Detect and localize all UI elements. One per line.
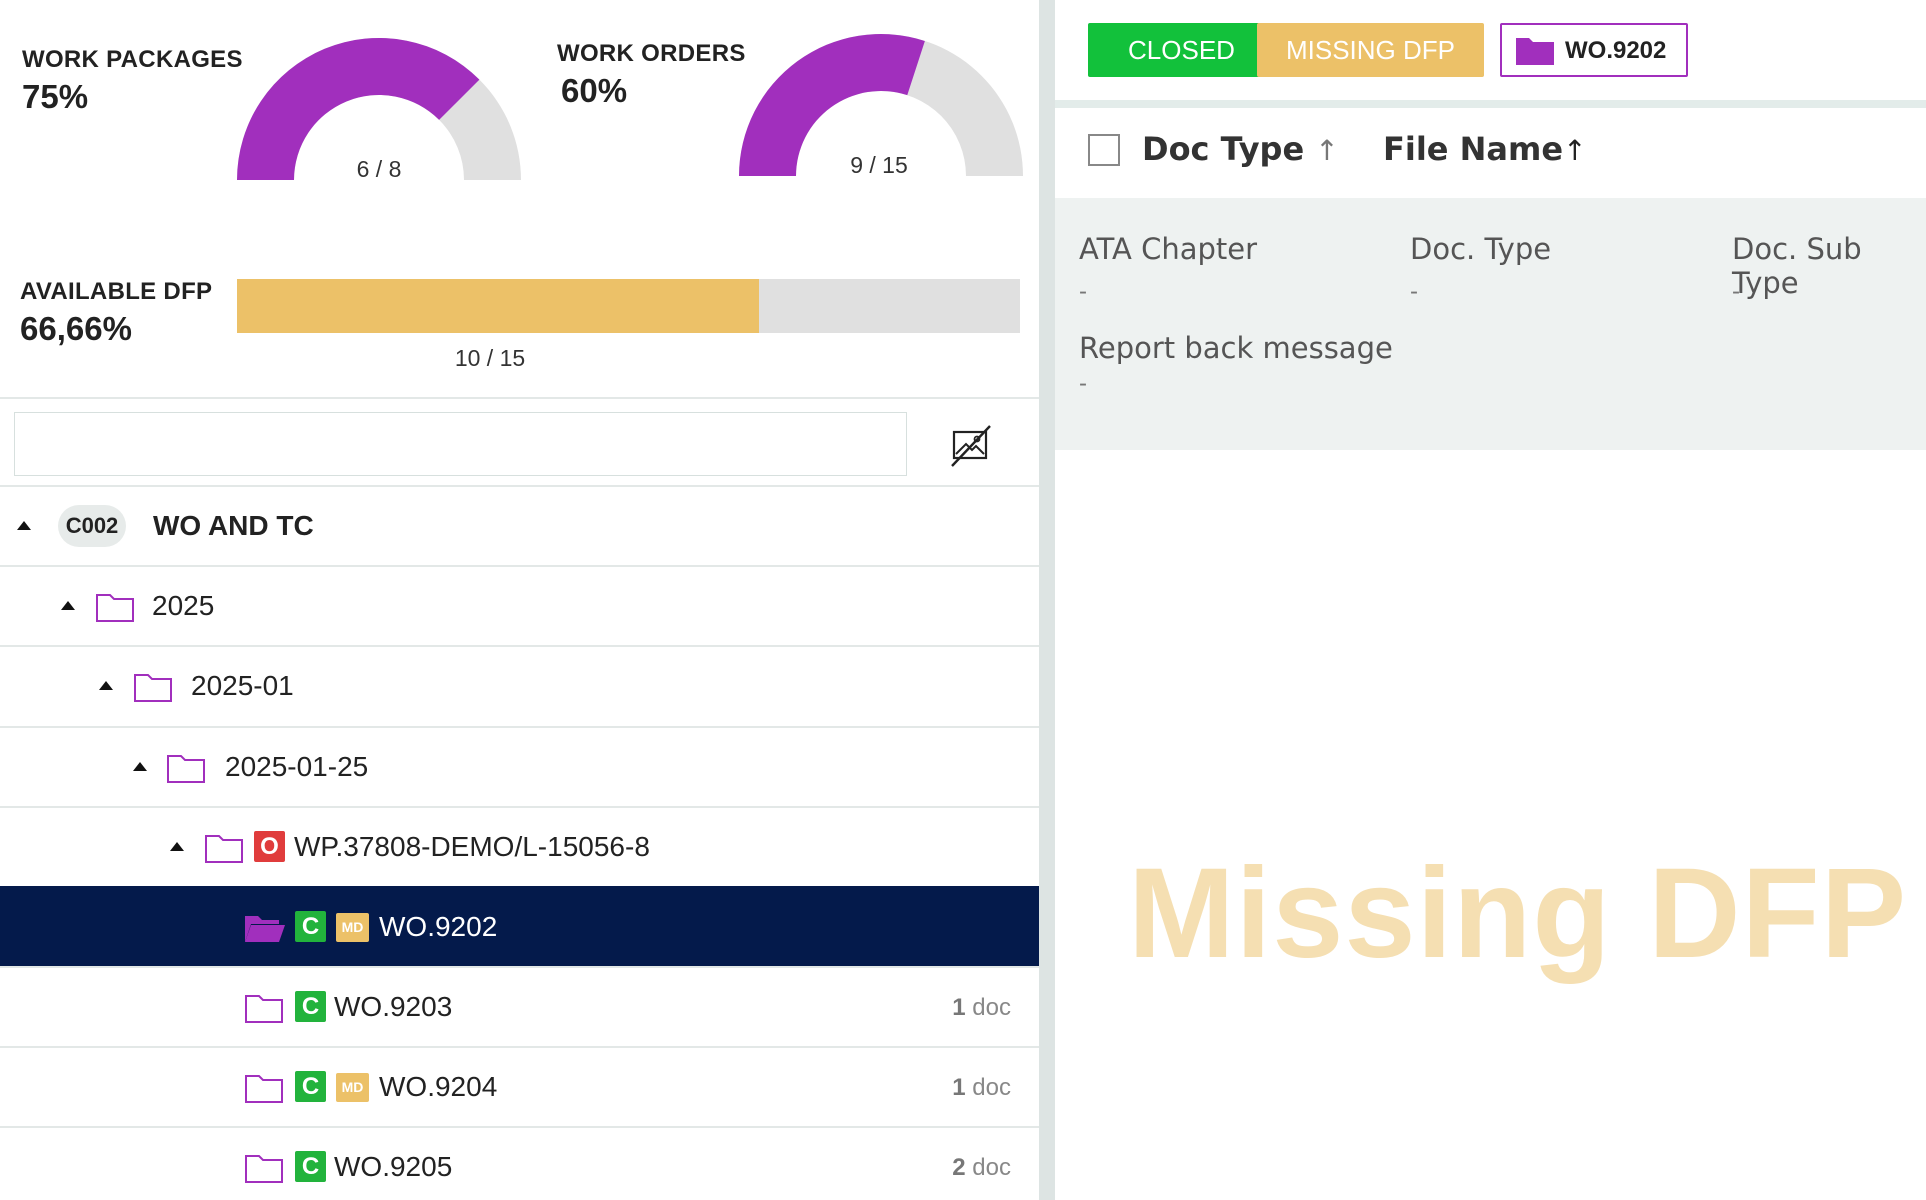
collapse-caret-icon[interactable] — [133, 762, 147, 771]
work-order-chip-label: WO.9202 — [1565, 37, 1667, 64]
available-dfp-bar-fill — [237, 279, 759, 333]
sort-asc-icon[interactable]: ↑ — [1315, 134, 1339, 167]
work-orders-label: WORK ORDERS — [557, 40, 746, 67]
folder-filled-icon — [1516, 38, 1554, 65]
doc-count: 1 doc — [952, 994, 1011, 1022]
section-divider — [0, 397, 1039, 399]
work-packages-gauge-fill — [237, 38, 480, 181]
missing-dfp-badge: MD — [336, 1073, 369, 1102]
sort-asc-icon[interactable]: ↑ — [1563, 134, 1587, 167]
work-orders-gauge — [739, 34, 1023, 177]
root-label: WO AND TC — [153, 510, 314, 541]
doc-count-number: 2 — [952, 1154, 966, 1181]
work-order-label: WO.9203 — [334, 991, 453, 1022]
doc-count-number: 1 — [952, 994, 966, 1021]
search-input[interactable] — [14, 412, 907, 476]
report-back-label: Report back message — [1079, 331, 1393, 365]
report-back-value: - — [1079, 370, 1087, 397]
work-orders-count: 9 / 15 — [850, 152, 908, 178]
missing-dfp-watermark: Missing DFP — [1128, 842, 1908, 985]
doc-count-unit: doc — [972, 1154, 1011, 1181]
column-file-name-label: File Name — [1383, 130, 1564, 168]
work-package-label: WP.37808-DEMO/L-15056-8 — [294, 831, 650, 862]
doc-type-label: Doc. Type — [1410, 232, 1552, 266]
doc-count: 2 doc — [952, 1154, 1011, 1182]
available-dfp-percent: 66,66% — [20, 310, 132, 347]
collapse-caret-icon[interactable] — [170, 842, 184, 851]
work-order-label: WO.9205 — [334, 1151, 453, 1182]
tree-row-root[interactable]: C002 WO AND TC — [0, 485, 1039, 565]
work-orders-gauge-fill — [739, 34, 925, 177]
hide-images-button[interactable] — [944, 422, 996, 470]
doc-count-number: 1 — [952, 1074, 966, 1101]
closed-status-badge: C — [295, 1071, 326, 1102]
column-doc-type[interactable]: Doc Type ↑ — [1142, 130, 1339, 168]
folder-icon — [245, 1075, 283, 1103]
doc-sub-type-value: - — [1732, 278, 1740, 305]
year-label: 2025 — [152, 590, 215, 621]
available-dfp-label: AVAILABLE DFP — [20, 278, 213, 305]
work-packages-gauge — [237, 38, 521, 181]
table-header: Doc Type ↑ File Name↑ — [1055, 108, 1926, 198]
tree-row-work-order[interactable]: C WO.9203 1 doc — [0, 966, 1039, 1046]
doc-type-value: - — [1410, 278, 1418, 305]
doc-count-unit: doc — [972, 1074, 1011, 1101]
left-panel: WORK PACKAGES 75% 6 / 8 WORK ORDERS 60% … — [0, 34, 1039, 1200]
work-packages-label: WORK PACKAGES — [22, 46, 243, 73]
ata-chapter-label: ATA Chapter — [1079, 232, 1258, 266]
doc-sub-type-label: Doc. Sub Type — [1732, 232, 1862, 300]
tree-row-work-order[interactable]: C MD WO.9202 — [0, 886, 1039, 966]
collapse-caret-icon[interactable] — [99, 681, 113, 690]
closed-status-button[interactable]: CLOSED — [1088, 23, 1275, 77]
column-file-name[interactable]: File Name↑ — [1383, 130, 1587, 168]
available-dfp-count: 10 / 15 — [454, 345, 526, 371]
document-details: ATA Chapter - Doc. Type - Doc. Sub Type … — [1055, 198, 1926, 450]
tree-row-day[interactable]: 2025-01-25 — [0, 726, 1039, 806]
work-order-label: WO.9204 — [379, 1071, 498, 1102]
month-label: 2025-01 — [191, 670, 294, 701]
tree-row-work-package[interactable]: O WP.37808-DEMO/L-15056-8 — [0, 806, 1039, 886]
ata-chapter-value: - — [1079, 278, 1087, 305]
closed-status-badge: C — [295, 911, 326, 942]
panel-divider[interactable] — [1039, 0, 1055, 1200]
tree-row-year[interactable]: 2025 — [0, 565, 1039, 645]
tree-row-month[interactable]: 2025-01 — [0, 645, 1039, 725]
missing-dfp-badge: MD — [336, 913, 369, 942]
image-off-icon — [951, 425, 991, 467]
folder-open-icon — [245, 916, 285, 942]
work-orders-percent: 60% — [561, 72, 628, 109]
doc-count: 1 doc — [952, 1074, 1011, 1102]
folder-icon — [205, 835, 243, 863]
tree-row-work-order[interactable]: C MD WO.9204 1 doc — [0, 1046, 1039, 1126]
work-packages-count: 6 / 8 — [356, 156, 402, 182]
folder-icon — [245, 995, 283, 1023]
folder-icon — [134, 674, 172, 702]
folder-icon — [96, 594, 134, 622]
work-order-label: WO.9202 — [379, 911, 498, 942]
closed-status-badge: C — [295, 1151, 326, 1182]
open-status-badge: O — [254, 831, 285, 862]
closed-status-badge: C — [295, 991, 326, 1022]
missing-dfp-button[interactable]: MISSING DFP — [1257, 23, 1484, 77]
doc-count-unit: doc — [972, 994, 1011, 1021]
work-packages-percent: 75% — [22, 78, 89, 115]
day-label: 2025-01-25 — [225, 751, 369, 782]
root-code-badge: C002 — [58, 505, 126, 547]
select-all-checkbox[interactable] — [1088, 134, 1120, 166]
column-doc-type-label: Doc Type — [1142, 130, 1305, 168]
tree-row-work-order[interactable]: C WO.9205 2 doc — [0, 1126, 1039, 1200]
work-order-chip[interactable]: WO.9202 — [1500, 23, 1688, 77]
available-dfp-bar — [237, 279, 1020, 333]
folder-icon — [167, 755, 205, 783]
collapse-caret-icon[interactable] — [17, 521, 31, 530]
collapse-caret-icon[interactable] — [61, 601, 75, 610]
toolbar-divider — [1055, 100, 1926, 108]
folder-icon — [245, 1155, 283, 1183]
